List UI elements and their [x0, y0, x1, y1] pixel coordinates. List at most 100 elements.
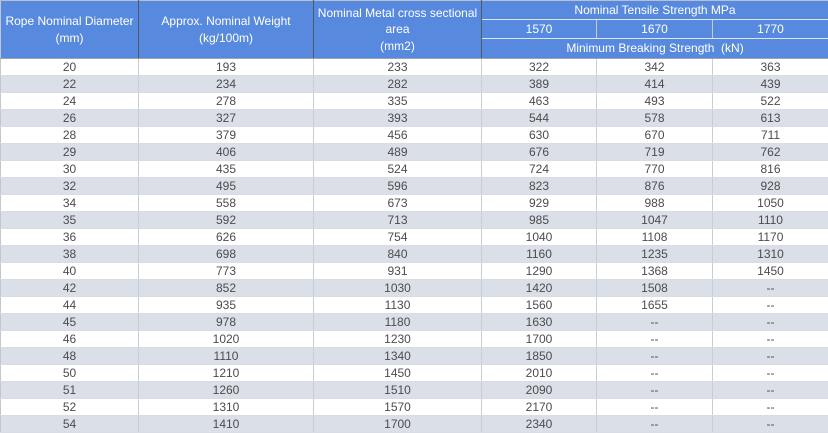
- table-row: 50 1210 1450 2010 -- --: [0, 364, 828, 382]
- table-cell: 1130: [313, 296, 482, 314]
- table-cell: --: [596, 330, 713, 348]
- table-cell: --: [712, 313, 828, 331]
- table-cell: 20: [0, 58, 139, 76]
- table-cell: 193: [138, 58, 314, 76]
- header-grade-1770: 1770: [711, 19, 828, 39]
- table-cell: 524: [313, 160, 482, 178]
- header-nominal-weight-line1: Approx. Nominal Weight: [161, 14, 291, 29]
- header-cross-section: Nominal Metal cross sectional area (mm2): [313, 0, 482, 59]
- table-cell: 40: [0, 262, 139, 280]
- table-cell: 48: [0, 347, 139, 365]
- table-cell: 1340: [313, 347, 482, 365]
- table-cell: 42: [0, 279, 139, 297]
- table-cell: 988: [596, 194, 713, 212]
- table-cell: 754: [313, 228, 482, 246]
- table-cell: 1510: [313, 381, 482, 399]
- header-cross-section-line1: Nominal Metal cross sectional: [317, 6, 478, 21]
- table-cell: 1230: [313, 330, 482, 348]
- table-cell: --: [596, 347, 713, 365]
- table-cell: 1160: [481, 245, 597, 263]
- table-cell: 1040: [481, 228, 597, 246]
- table-cell: 929: [481, 194, 597, 212]
- table-cell: 38: [0, 245, 139, 263]
- table-cell: 233: [313, 58, 482, 76]
- table-cell: 544: [481, 109, 597, 127]
- table-cell: 578: [596, 109, 713, 127]
- table-cell: 456: [313, 126, 482, 144]
- table-cell: 379: [138, 126, 314, 144]
- table-cell: 931: [313, 262, 482, 280]
- header-grade-1570: 1570: [481, 19, 597, 39]
- table-row: 35 592 713 985 1047 1110: [0, 211, 828, 229]
- table-cell: 1030: [313, 279, 482, 297]
- table-cell: 1110: [712, 211, 828, 229]
- header-breaking-strength: Minimum Breaking Strength (kN): [480, 38, 828, 59]
- table-cell: 463: [481, 92, 597, 110]
- table-cell: 278: [138, 92, 314, 110]
- table-cell: 435: [138, 160, 314, 178]
- table-cell: 1170: [712, 228, 828, 246]
- table-cell: 1700: [481, 330, 597, 348]
- table-cell: 54: [0, 415, 139, 433]
- table-cell: 34: [0, 194, 139, 212]
- table-row: 40 773 931 1290 1368 1450: [0, 262, 828, 280]
- table-cell: 29: [0, 143, 139, 161]
- table-cell: 1050: [712, 194, 828, 212]
- table-cell: 852: [138, 279, 314, 297]
- table-cell: 816: [712, 160, 828, 178]
- header-row-2: 1570 1670 1770: [1, 19, 828, 39]
- table-cell: --: [596, 364, 713, 382]
- table-row: 29 406 489 676 719 762: [0, 143, 828, 161]
- table-cell: 770: [596, 160, 713, 178]
- table-cell: 985: [481, 211, 597, 229]
- table-cell: --: [712, 279, 828, 297]
- header-row-3: Minimum Breaking Strength (kN): [1, 38, 828, 59]
- table-cell: 363: [712, 58, 828, 76]
- table-cell: 493: [596, 92, 713, 110]
- table-body: 20 193 233 322 342 363 22 234 282 389 414 439 24 278 3…: [0, 58, 828, 433]
- table-cell: 1290: [481, 262, 597, 280]
- table-cell: 713: [313, 211, 482, 229]
- header-tensile-group: Nominal Tensile Strength MPa: [480, 0, 828, 20]
- table-cell: 724: [481, 160, 597, 178]
- table-cell: 282: [313, 75, 482, 93]
- table-cell: 698: [138, 245, 314, 263]
- table-cell: 32: [0, 177, 139, 195]
- table-cell: 1020: [138, 330, 314, 348]
- table-cell: --: [596, 398, 713, 416]
- table-cell: 840: [313, 245, 482, 263]
- header-grade-1670: 1670: [596, 19, 713, 39]
- table-cell: 673: [313, 194, 482, 212]
- table-cell: 2170: [481, 398, 597, 416]
- table-cell: --: [712, 398, 828, 416]
- table-cell: 773: [138, 262, 314, 280]
- table-cell: 1450: [712, 262, 828, 280]
- table-row: 30 435 524 724 770 816: [0, 160, 828, 178]
- table-header: Rope Nominal Diameter (mm) Approx. Nomin…: [0, 0, 828, 59]
- table-row: 46 1020 1230 1700 -- --: [0, 330, 828, 348]
- table-cell: 30: [0, 160, 139, 178]
- table-cell: --: [596, 415, 713, 433]
- table-cell: 630: [481, 126, 597, 144]
- table-cell: 1047: [596, 211, 713, 229]
- table-cell: 978: [138, 313, 314, 331]
- table-cell: 596: [313, 177, 482, 195]
- table-cell: 1420: [481, 279, 597, 297]
- table-cell: 762: [712, 143, 828, 161]
- table-row: 48 1110 1340 1850 -- --: [0, 347, 828, 365]
- table-cell: 495: [138, 177, 314, 195]
- table-row: 28 379 456 630 670 711: [0, 126, 828, 144]
- table-cell: 1310: [712, 245, 828, 263]
- table-cell: 44: [0, 296, 139, 314]
- table-cell: 335: [313, 92, 482, 110]
- table-cell: 1260: [138, 381, 314, 399]
- table-cell: 928: [712, 177, 828, 195]
- table-cell: 613: [712, 109, 828, 127]
- table-cell: 670: [596, 126, 713, 144]
- table-cell: 719: [596, 143, 713, 161]
- table-cell: 592: [138, 211, 314, 229]
- table-cell: 1560: [481, 296, 597, 314]
- table-cell: 35: [0, 211, 139, 229]
- table-row: 26 327 393 544 578 613: [0, 109, 828, 127]
